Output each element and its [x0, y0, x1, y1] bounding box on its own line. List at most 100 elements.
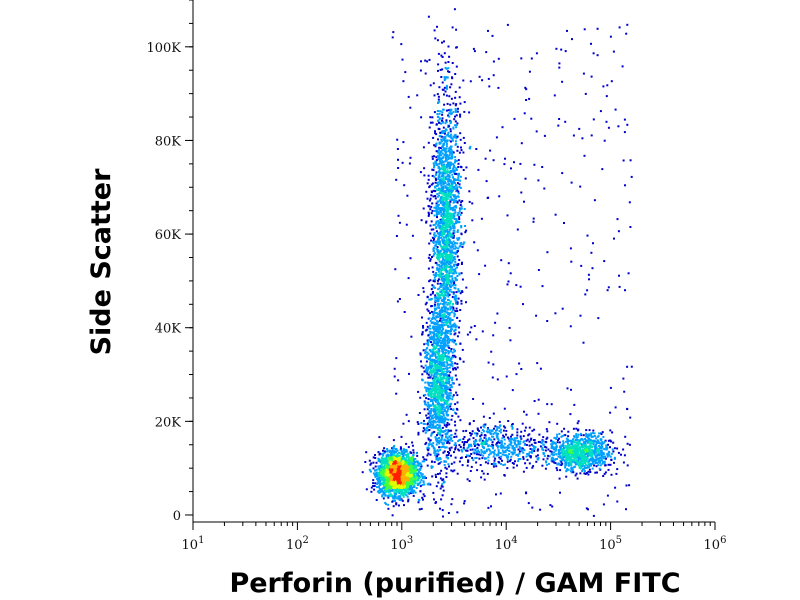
data-point — [385, 503, 388, 506]
data-point — [383, 447, 386, 450]
data-point — [442, 161, 445, 164]
data-point — [439, 68, 442, 71]
data-point — [443, 383, 446, 386]
data-point — [445, 390, 447, 393]
data-point — [381, 453, 384, 456]
data-point — [444, 282, 447, 285]
data-point — [443, 374, 446, 377]
data-point — [403, 491, 406, 494]
data-point — [456, 266, 458, 269]
data-point — [446, 244, 449, 247]
data-point — [428, 429, 431, 431]
data-point — [417, 464, 420, 467]
data-point — [439, 375, 442, 378]
data-point — [383, 450, 386, 453]
data-point — [388, 487, 391, 490]
data-point — [453, 348, 455, 351]
data-point — [439, 147, 442, 149]
data-point — [431, 284, 434, 287]
data-point — [441, 208, 443, 211]
data-point — [448, 171, 451, 174]
data-point — [458, 183, 461, 186]
data-point — [431, 182, 434, 185]
data-point — [425, 354, 428, 357]
data-point — [404, 480, 406, 483]
data-point — [379, 465, 382, 467]
data-point — [432, 224, 435, 227]
data-point — [444, 171, 447, 174]
data-point — [442, 351, 445, 354]
data-point — [440, 389, 443, 392]
data-point — [412, 486, 415, 488]
data-point — [434, 273, 437, 276]
data-point — [423, 423, 426, 425]
data-point — [438, 187, 440, 190]
data-point — [440, 382, 443, 384]
data-point — [433, 383, 436, 386]
data-point — [423, 475, 426, 478]
data-point — [435, 415, 438, 418]
data-point — [441, 445, 444, 448]
data-point — [433, 341, 436, 344]
data-point — [455, 325, 458, 328]
data-point — [433, 461, 436, 464]
data-point — [433, 380, 435, 383]
data-point — [444, 156, 447, 159]
data-point — [400, 435, 403, 438]
data-point — [391, 449, 394, 452]
data-point — [436, 373, 439, 376]
data-point — [437, 388, 440, 391]
data-point — [412, 491, 415, 494]
data-point — [379, 460, 382, 463]
data-point — [461, 200, 464, 202]
data-point — [425, 414, 428, 417]
data-point — [411, 444, 414, 447]
data-point — [410, 484, 413, 487]
data-point — [398, 480, 401, 483]
data-point — [439, 406, 442, 409]
data-point — [454, 115, 456, 118]
data-point — [390, 473, 393, 476]
data-point — [437, 332, 440, 335]
data-point — [407, 466, 410, 469]
data-point — [432, 378, 435, 381]
data-point — [451, 340, 454, 343]
data-point — [442, 136, 445, 139]
data-point — [378, 471, 381, 474]
data-point — [438, 356, 441, 359]
data-point — [424, 393, 427, 396]
data-point — [439, 472, 441, 475]
data-point — [375, 461, 378, 464]
data-point — [444, 466, 447, 469]
data-point — [426, 417, 429, 420]
data-point — [394, 481, 397, 484]
data-point — [385, 472, 388, 475]
data-point — [447, 403, 450, 406]
data-point — [412, 454, 415, 457]
data-point — [399, 452, 402, 455]
data-point — [404, 485, 406, 488]
data-point — [416, 484, 419, 486]
data-point — [401, 478, 404, 480]
data-point — [455, 218, 458, 221]
data-point — [441, 309, 443, 312]
data-point — [390, 485, 393, 488]
data-point — [435, 133, 438, 136]
data-point — [421, 475, 424, 478]
data-point — [396, 461, 399, 464]
data-point — [438, 166, 440, 169]
data-point — [440, 230, 442, 233]
data-point — [437, 358, 440, 361]
data-point — [434, 388, 437, 391]
data-point — [445, 476, 448, 478]
data-point — [452, 135, 455, 138]
data-point — [435, 159, 438, 162]
data-point — [441, 175, 443, 178]
data-point — [450, 402, 453, 405]
data-point — [431, 202, 434, 205]
data-point — [433, 233, 436, 236]
data-point — [439, 282, 442, 285]
data-point — [436, 182, 439, 184]
data-point — [435, 248, 438, 251]
data-point — [442, 390, 445, 393]
